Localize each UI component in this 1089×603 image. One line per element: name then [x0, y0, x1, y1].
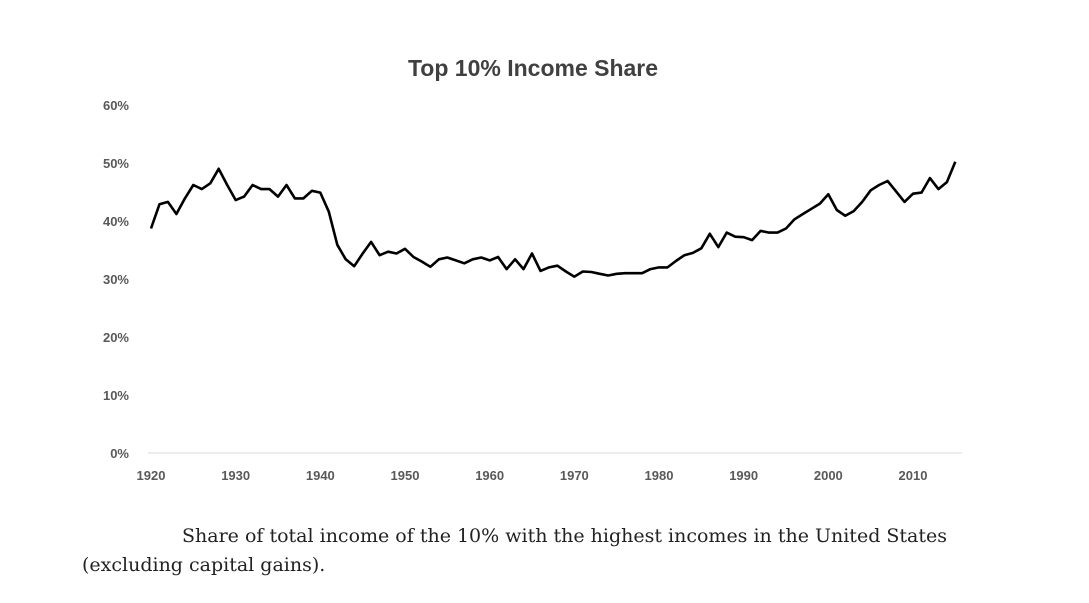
y-tick-label: 30% — [103, 272, 129, 287]
y-tick-label: 0% — [110, 446, 129, 461]
y-tick-label: 10% — [103, 388, 129, 403]
y-tick-label: 20% — [103, 330, 129, 345]
x-tick-label: 1940 — [306, 468, 335, 483]
y-tick-label: 50% — [103, 156, 129, 171]
x-tick-label: 1950 — [391, 468, 420, 483]
x-tick-label: 1990 — [729, 468, 758, 483]
y-tick-label: 40% — [103, 214, 129, 229]
x-tick-label: 1980 — [645, 468, 674, 483]
x-tick-label: 1970 — [560, 468, 589, 483]
y-tick-label: 60% — [103, 98, 129, 113]
x-axis-ticks: 1920 1930 1940 1950 1960 1970 1980 1990 2000 2010 — [137, 468, 928, 483]
series-group — [149, 161, 957, 279]
x-tick-label: 1960 — [475, 468, 504, 483]
x-tick-label: 2000 — [814, 468, 843, 483]
series-line — [149, 161, 957, 279]
chart-title: Top 10% Income Share — [408, 55, 658, 81]
x-tick-label: 1920 — [137, 468, 166, 483]
y-axis-ticks: 0% 10% 20% 30% 40% 50% 60% — [103, 98, 129, 461]
x-tick-label: 1930 — [221, 468, 250, 483]
figure-caption: Share of total income of the 10% with th… — [82, 525, 948, 576]
line-chart: Top 10% Income Share 0% 10% 20% 30% 40% 50% 60… — [103, 55, 962, 483]
x-tick-label: 2010 — [899, 468, 928, 483]
